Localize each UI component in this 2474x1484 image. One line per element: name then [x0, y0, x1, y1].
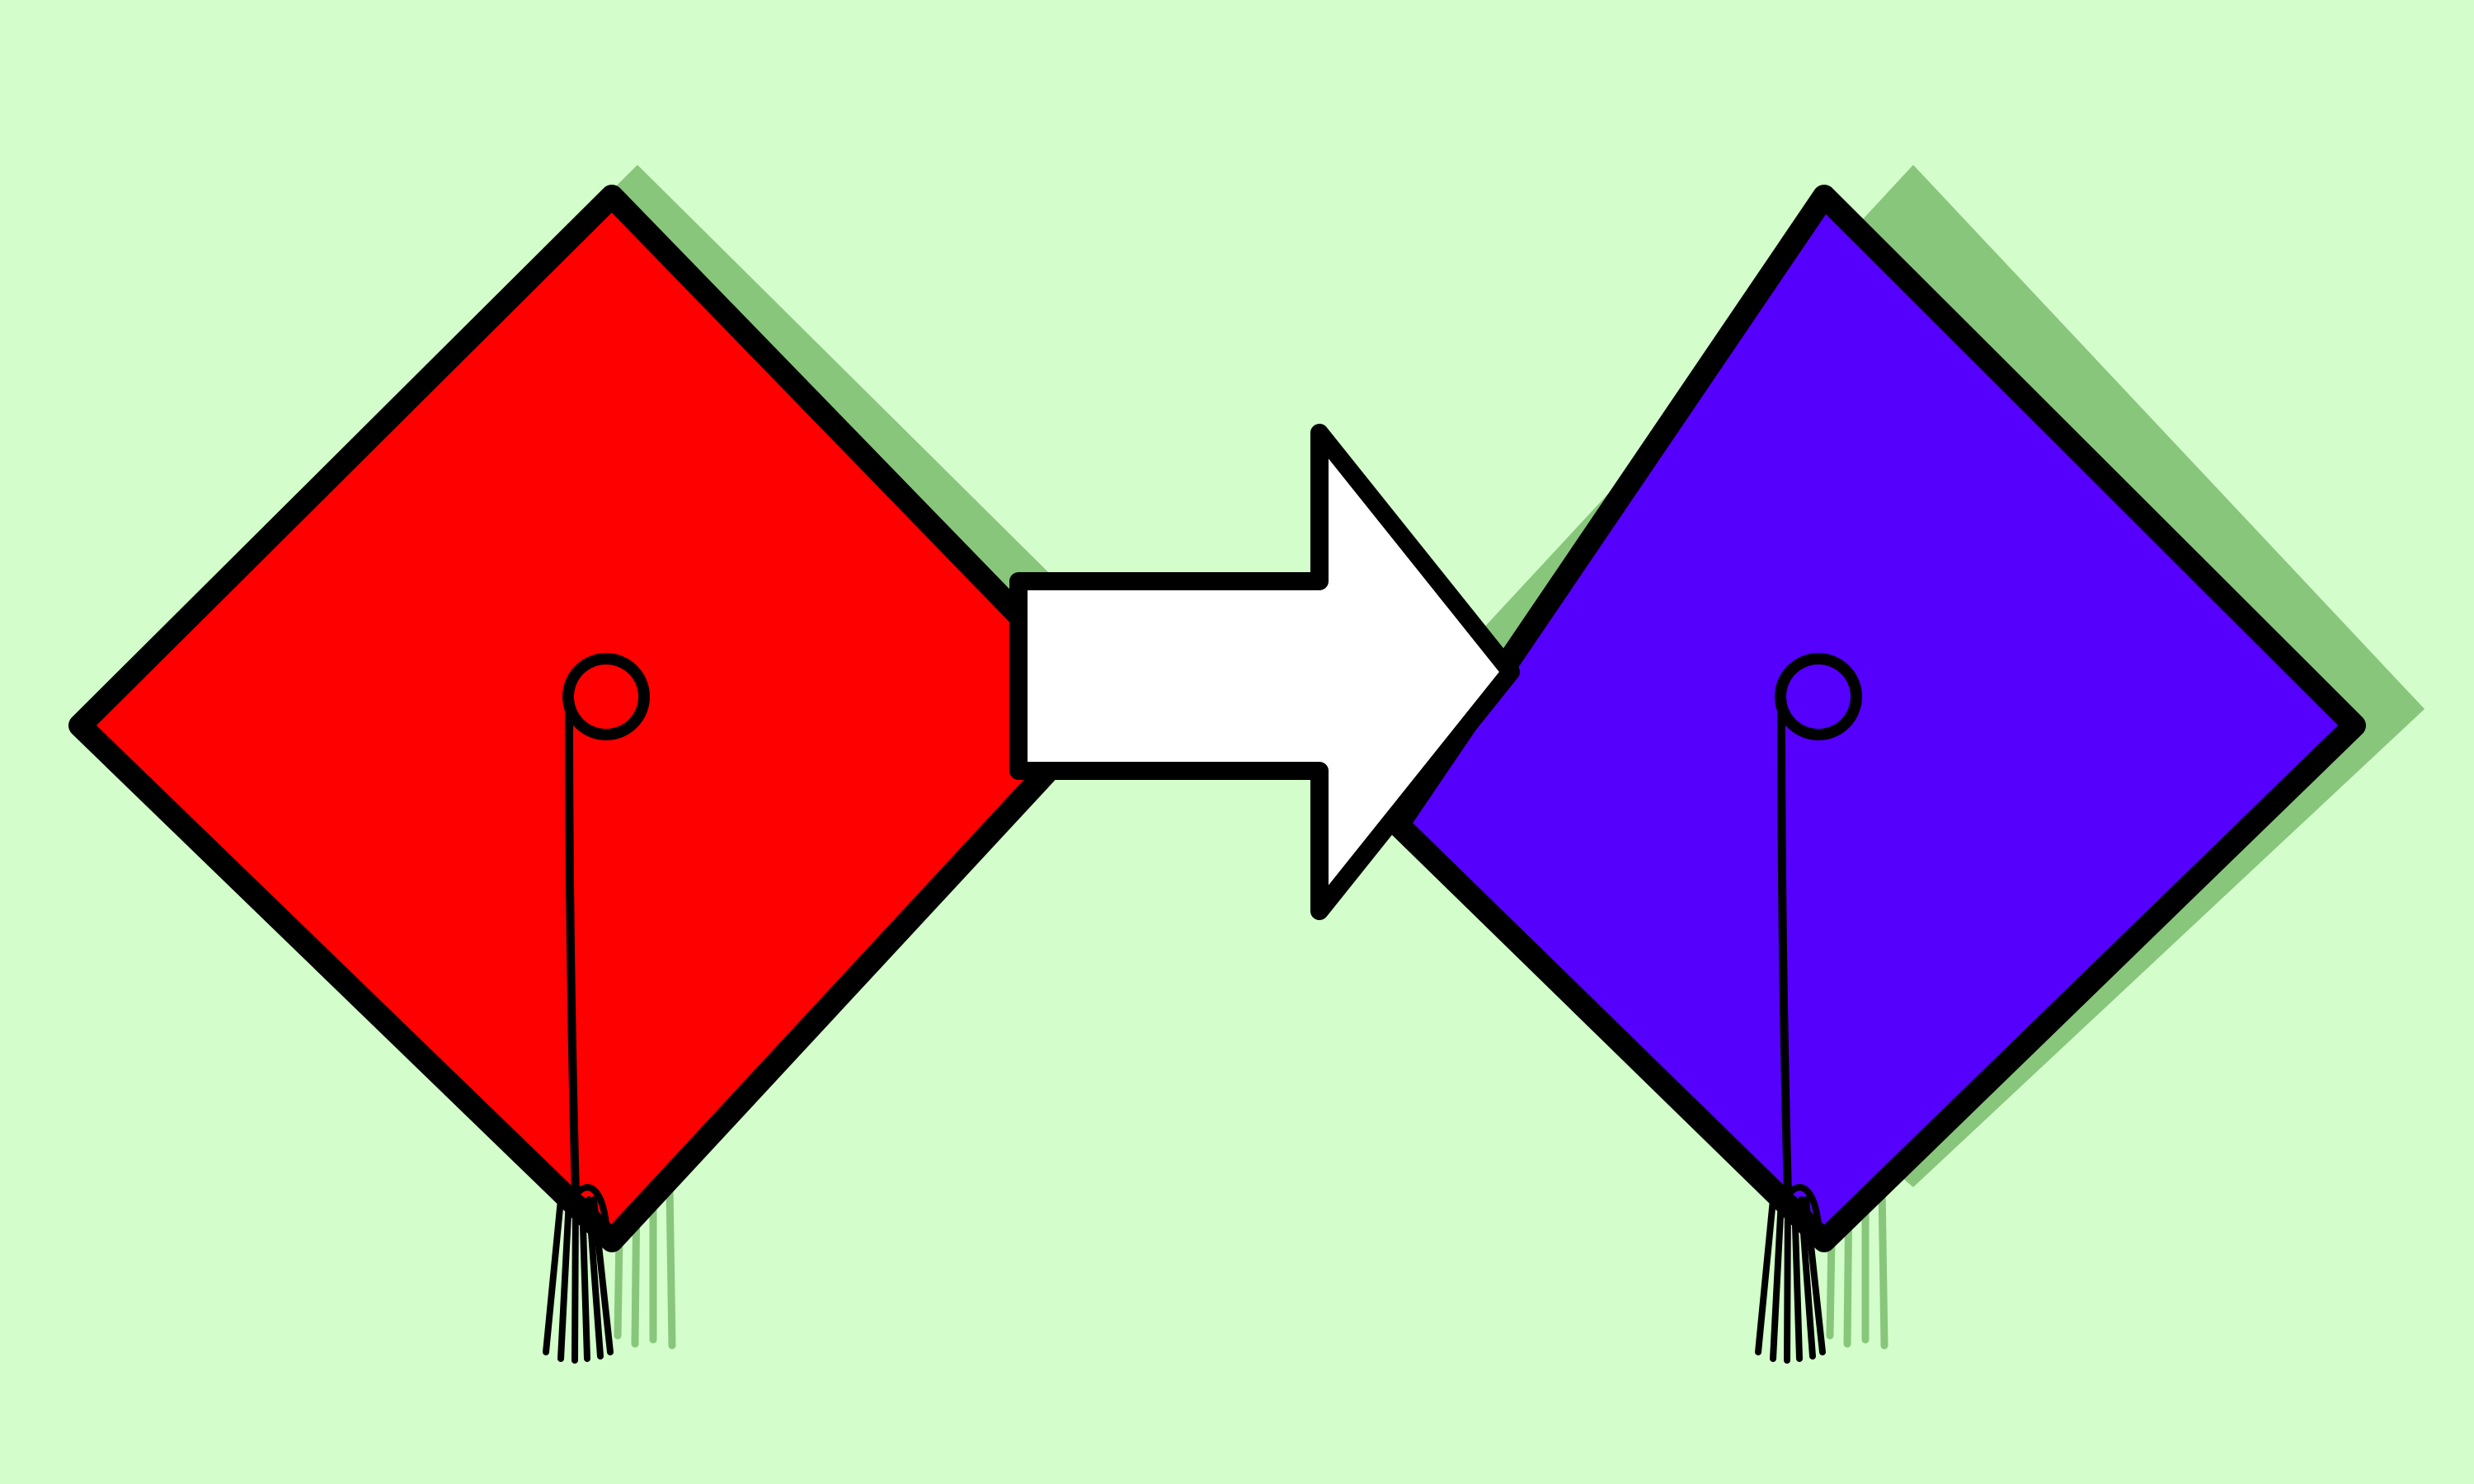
left-tassel-cord	[565, 705, 580, 1200]
right-tassel-cord	[1777, 705, 1792, 1200]
left-cap-button	[562, 653, 650, 740]
right-cap-board	[1386, 185, 2366, 1252]
left-tassel	[543, 1196, 614, 1364]
right-cap-button	[1775, 653, 1862, 740]
right-arrow-icon	[1009, 424, 1520, 920]
right-tassel	[1755, 1196, 1826, 1364]
right-graduation-cap-icon	[1385, 165, 2425, 1364]
left-graduation-cap-icon	[68, 165, 1136, 1364]
